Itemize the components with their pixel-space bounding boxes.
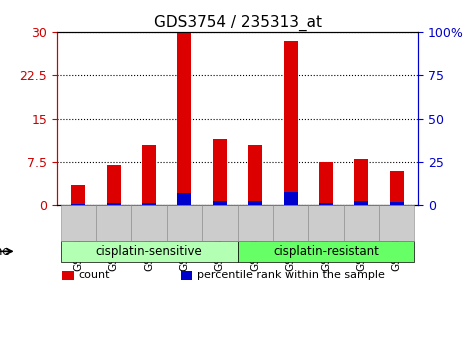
Bar	[284, 192, 298, 205]
Bar	[213, 201, 227, 205]
Bar	[142, 203, 156, 205]
Bar	[177, 193, 191, 205]
Text: count: count	[78, 270, 110, 280]
Bar	[248, 201, 262, 205]
Bar	[284, 41, 298, 205]
Bar	[71, 185, 86, 205]
Text: percentile rank within the sample: percentile rank within the sample	[197, 270, 385, 280]
Bar	[177, 32, 191, 205]
Bar	[319, 203, 333, 205]
Bar	[319, 162, 333, 205]
Bar	[142, 144, 156, 205]
Bar	[390, 171, 404, 205]
Text: cisplatin-resistant: cisplatin-resistant	[273, 245, 379, 258]
Text: cell line: cell line	[0, 245, 10, 258]
Title: GDS3754 / 235313_at: GDS3754 / 235313_at	[153, 14, 322, 30]
Bar	[106, 203, 121, 205]
Bar	[71, 204, 86, 205]
Bar	[354, 159, 369, 205]
Bar	[213, 139, 227, 205]
Bar	[354, 201, 369, 205]
Bar	[248, 144, 262, 205]
Bar	[390, 202, 404, 205]
Bar	[106, 165, 121, 205]
Text: cisplatin-sensitive: cisplatin-sensitive	[95, 245, 202, 258]
